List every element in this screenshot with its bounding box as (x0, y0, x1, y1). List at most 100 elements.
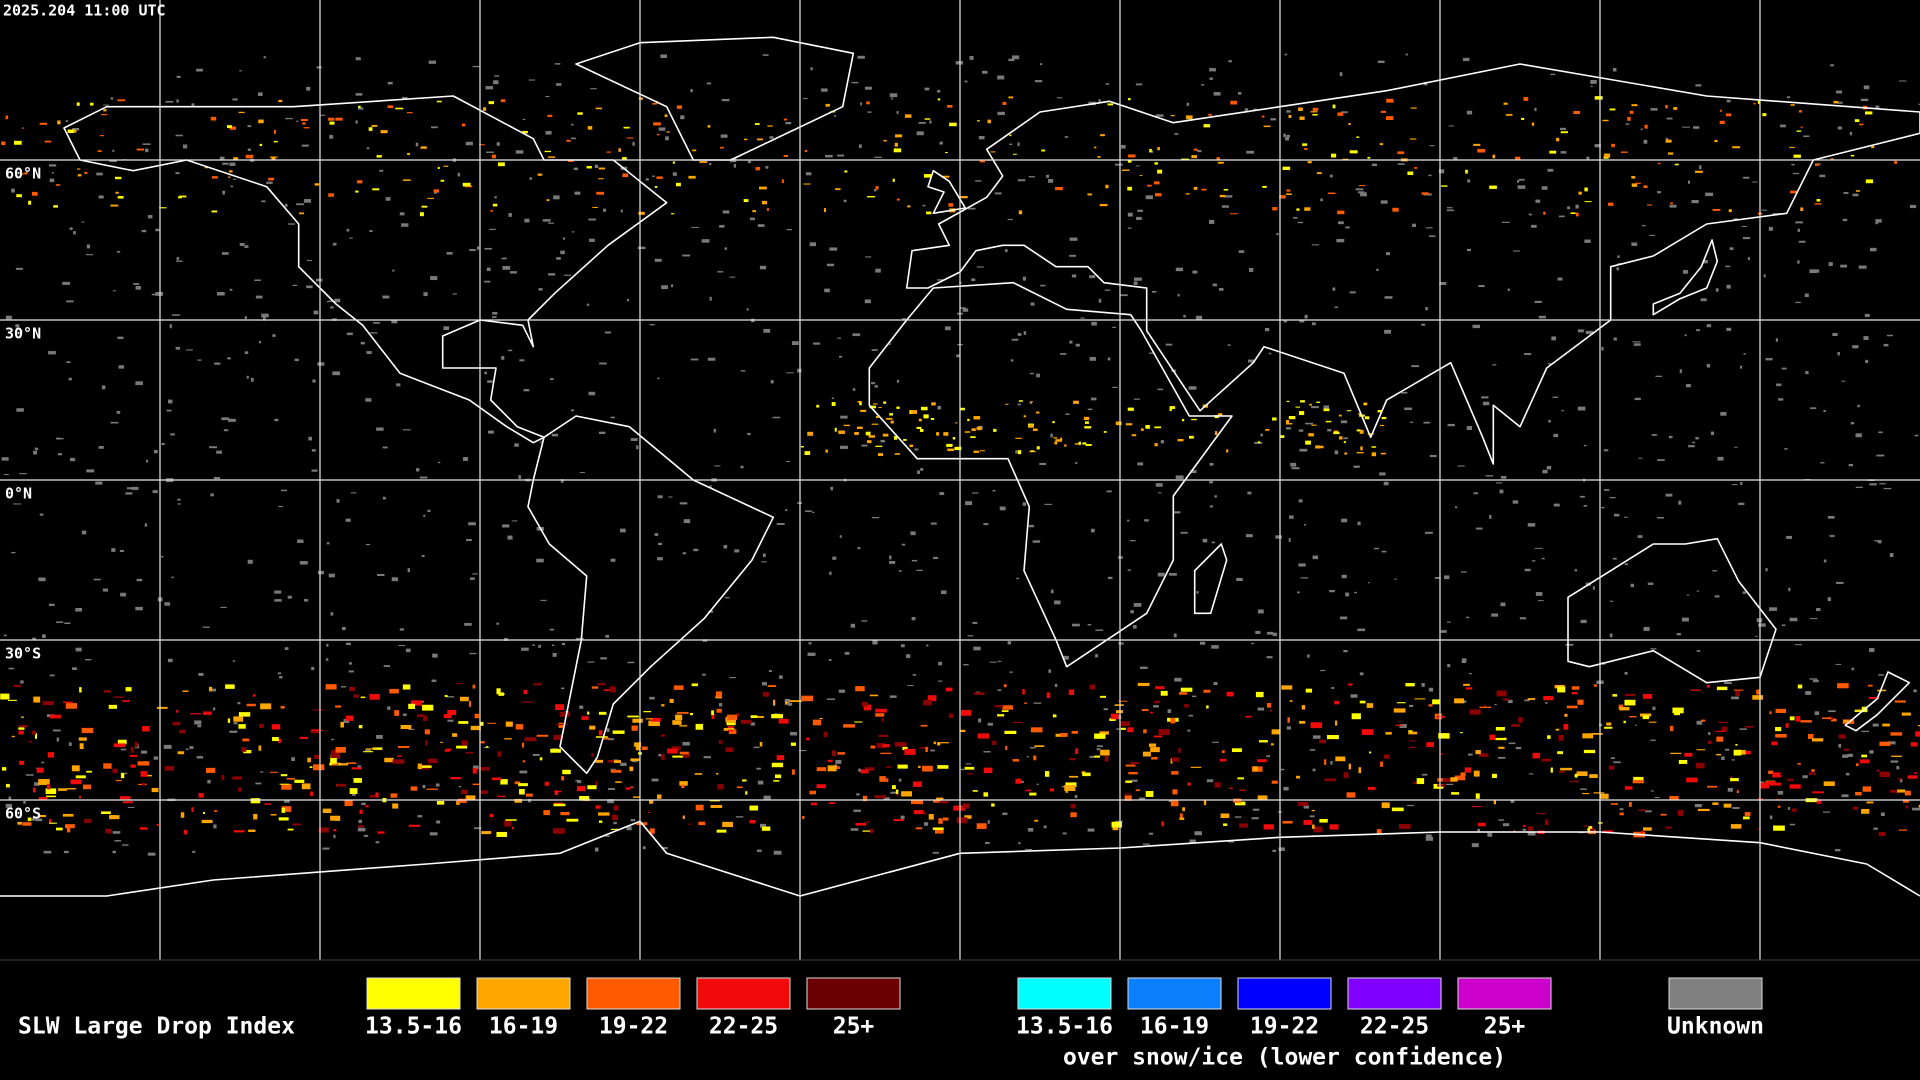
cloud-speck (1338, 221, 1344, 225)
cloud-speck (278, 506, 284, 508)
drop-speck (233, 157, 239, 161)
cloud-speck (994, 192, 1002, 195)
drop-speck (208, 686, 213, 692)
drop-speck (1629, 716, 1637, 718)
drop-speck (816, 404, 820, 408)
cloud-speck (1580, 788, 1587, 790)
drop-speck (656, 794, 662, 799)
drop-speck (745, 791, 748, 795)
drop-speck (351, 767, 362, 770)
drop-speck (450, 777, 461, 780)
drop-speck (598, 730, 603, 736)
cloud-speck (607, 738, 614, 741)
drop-speck (1307, 161, 1312, 164)
cloud-speck (1768, 226, 1773, 231)
drop-speck (623, 126, 630, 129)
drop-speck (34, 733, 38, 739)
drop-speck (360, 696, 366, 699)
drop-speck (838, 430, 845, 434)
cloud-speck (437, 461, 441, 464)
drop-speck (973, 416, 981, 420)
cloud-speck (1298, 429, 1304, 432)
cloud-speck (112, 831, 121, 834)
cloud-speck (1721, 756, 1725, 761)
cloud-speck (1812, 679, 1819, 683)
drop-speck (1127, 727, 1134, 733)
drop-speck (1602, 119, 1609, 122)
cloud-speck (519, 770, 528, 774)
drop-speck (1852, 806, 1859, 810)
drop-speck (932, 827, 944, 830)
drop-speck (1034, 745, 1045, 747)
cloud-speck (136, 578, 143, 582)
cloud-speck (1028, 176, 1035, 178)
drop-speck (1744, 812, 1751, 816)
drop-speck (909, 444, 914, 448)
cloud-speck (1188, 386, 1197, 390)
cloud-speck (346, 228, 350, 232)
cloud-speck (1349, 291, 1356, 294)
drop-speck (66, 788, 77, 790)
cloud-speck (291, 757, 296, 761)
cloud-speck (1095, 629, 1104, 631)
drop-speck (280, 705, 285, 709)
cloud-speck (1311, 322, 1316, 326)
cloud-speck (668, 496, 673, 498)
cloud-speck (1809, 678, 1818, 680)
cloud-speck (1561, 410, 1564, 412)
drop-speck (1696, 749, 1706, 751)
legend-swatch (806, 977, 901, 1010)
cloud-speck (382, 446, 388, 449)
cloud-speck (212, 707, 216, 711)
cloud-speck (1843, 192, 1849, 194)
drop-speck (831, 750, 837, 756)
cloud-speck (48, 603, 55, 606)
drop-speck (1775, 798, 1780, 800)
cloud-speck (889, 93, 898, 98)
drop-speck (1618, 704, 1624, 710)
drop-speck (936, 432, 940, 436)
cloud-speck (852, 333, 861, 337)
cloud-speck (1090, 528, 1095, 533)
drop-speck (1201, 188, 1207, 191)
cloud-speck (152, 490, 158, 494)
cloud-speck (177, 503, 181, 505)
cloud-speck (114, 840, 122, 842)
cloud-speck (607, 788, 615, 790)
cloud-speck (176, 99, 179, 103)
cloud-speck (1255, 630, 1261, 634)
cloud-speck (331, 738, 335, 741)
legend-label: Unknown (1667, 1014, 1764, 1040)
cloud-speck (1788, 807, 1791, 810)
cloud-speck (1096, 748, 1101, 751)
cloud-speck (1289, 515, 1294, 519)
drop-speck (938, 818, 943, 824)
cloud-speck (51, 172, 54, 174)
drop-speck (1669, 796, 1679, 801)
drop-speck (311, 729, 323, 731)
cloud-speck (630, 438, 638, 441)
drop-speck (1110, 713, 1119, 720)
cloud-speck (73, 231, 76, 235)
cloud-speck (900, 644, 905, 648)
drop-speck (1725, 113, 1732, 117)
drop-speck (943, 432, 949, 436)
drop-speck (1450, 777, 1458, 782)
cloud-speck (1810, 407, 1817, 410)
cloud-speck (1863, 336, 1869, 340)
cloud-speck (8, 667, 15, 670)
cloud-speck (532, 644, 535, 646)
cloud-speck (1623, 516, 1628, 518)
cloud-speck (1861, 730, 1870, 733)
cloud-speck (718, 703, 723, 707)
drop-speck (1216, 157, 1221, 160)
drop-speck (1657, 162, 1661, 165)
drop-speck (395, 107, 404, 110)
drop-speck (1296, 775, 1300, 779)
drop-speck (1012, 759, 1019, 762)
drop-speck (300, 118, 308, 122)
drop-speck (511, 826, 514, 830)
cloud-speck (709, 296, 712, 301)
drop-speck (1756, 689, 1761, 695)
cloud-speck (1330, 760, 1333, 765)
